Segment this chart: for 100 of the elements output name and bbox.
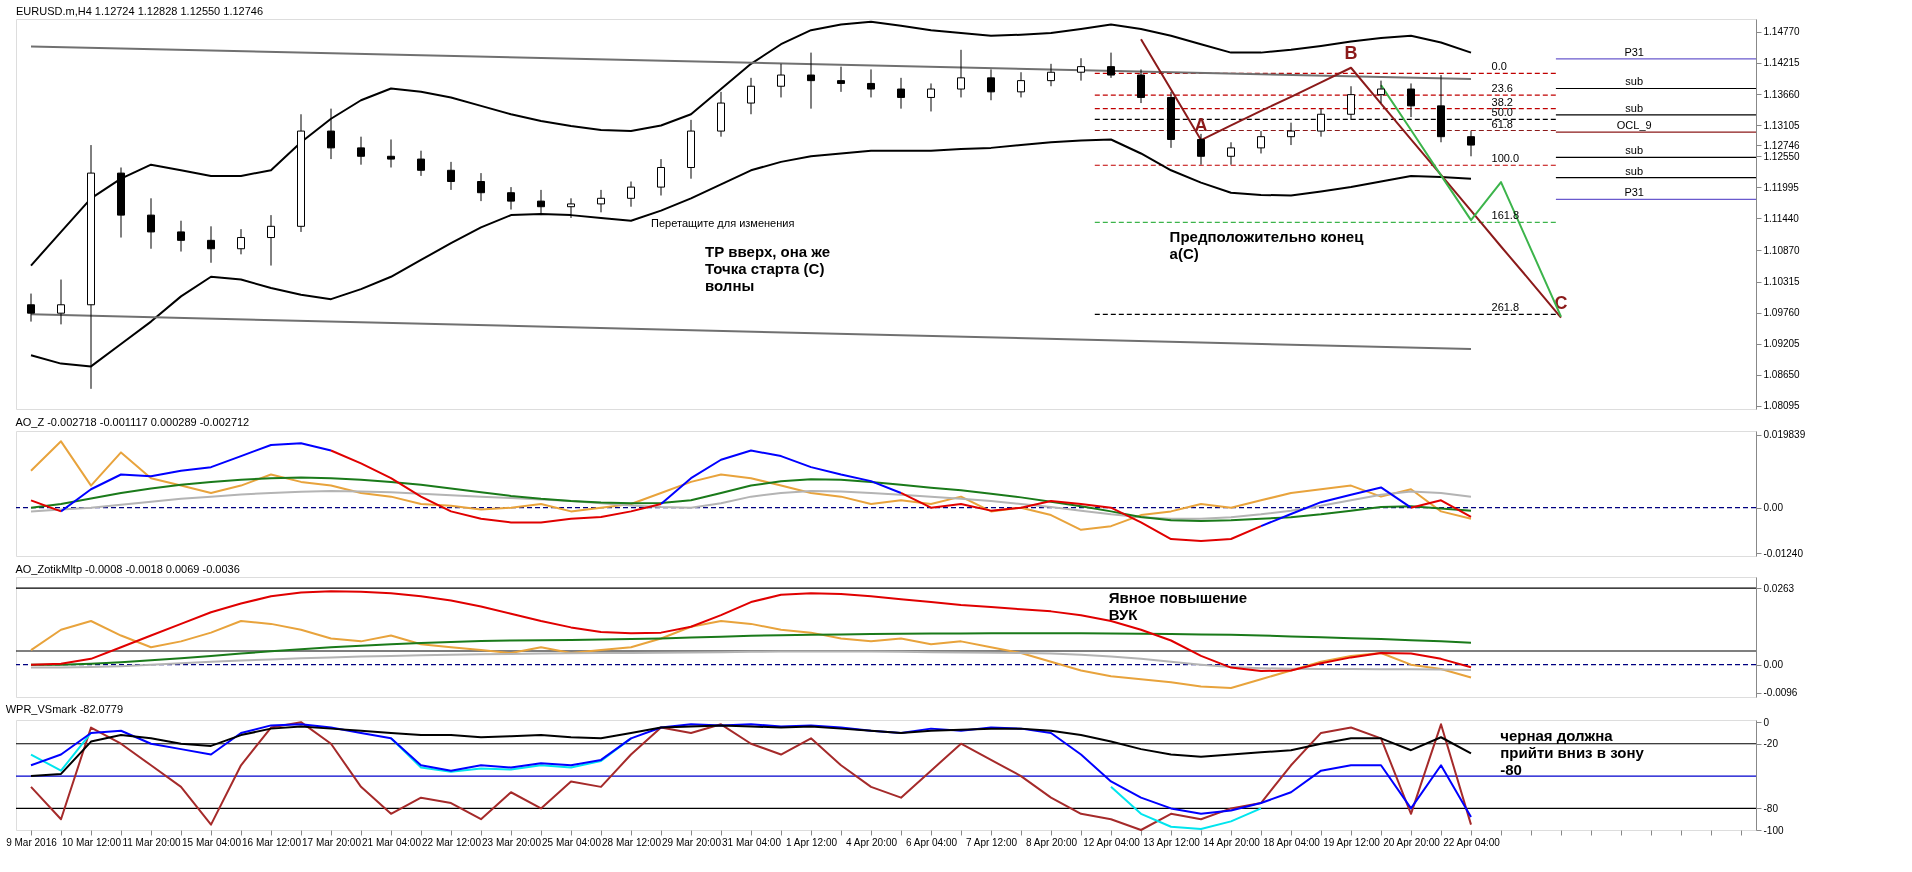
x-tick-label: 21 Mar 04:00 [362, 836, 422, 848]
x-tick-label: 18 Apr 04:00 [1263, 836, 1321, 848]
x-tick-label: 31 Mar 04:00 [722, 836, 782, 848]
x-tick-label: 15 Mar 04:00 [182, 836, 242, 848]
x-tick-label: 23 Mar 20:00 [482, 836, 542, 848]
ref-line-label: P31 [1624, 186, 1644, 199]
y-tick-label: 1.09205 [1763, 338, 1801, 350]
candlestick [1107, 52, 1115, 79]
y-tick-label: 0.0263 [1763, 582, 1795, 594]
y-tick-label: 1.10870 [1763, 244, 1801, 256]
line-series [30, 619, 1472, 689]
x-tick-label: 6 Apr 04:00 [905, 836, 958, 848]
y-tick-label: -100 [1763, 824, 1784, 836]
annotation: Предположительно конец a(C) [1169, 227, 1365, 262]
x-tick-label: 14 Apr 20:00 [1203, 836, 1261, 848]
candlestick [477, 172, 485, 202]
data-label: B [1344, 42, 1358, 63]
line-series [30, 590, 1472, 673]
candlestick [657, 158, 665, 197]
x-tick-label: 4 Apr 20:00 [845, 836, 898, 848]
y-tick-label: 1.11440 [1763, 212, 1800, 224]
x-tick-label: 7 Apr 12:00 [965, 836, 1018, 848]
candlestick [807, 52, 815, 110]
candlestick [867, 68, 875, 98]
candlestick [237, 228, 245, 255]
data-label: C [1554, 292, 1568, 313]
y-tick-label: -80 [1763, 802, 1779, 814]
y-tick-label: -0.0096 [1763, 687, 1798, 699]
candlestick [507, 186, 515, 211]
data-label: A [1194, 115, 1208, 136]
chart-title: AO_ZotikMltp -0.0008 -0.0018 0.0069 -0.0036 [15, 563, 240, 575]
ref-line-label: sub [1625, 75, 1644, 88]
annotation: 100.0 [1491, 152, 1520, 165]
x-tick-label: 12 Apr 04:00 [1083, 836, 1141, 848]
x-tick-label: 10 Mar 12:00 [62, 836, 122, 848]
line-series [30, 476, 1472, 522]
candlestick [1137, 68, 1145, 104]
candlestick [897, 77, 905, 110]
annotation: черная должна прийти вниз в зону -80 [1500, 726, 1645, 778]
chart-title: AO_Z -0.002718 -0.001117 0.000289 -0.002712 [15, 415, 250, 428]
candlestick [447, 161, 455, 191]
candlestick [1407, 82, 1415, 118]
x-tick-label: 29 Mar 20:00 [662, 836, 722, 848]
ref-line-label: sub [1625, 164, 1644, 177]
candlestick [27, 293, 35, 323]
candlestick [147, 197, 155, 250]
annotation: 23.6 [1491, 82, 1513, 95]
candlestick [1257, 130, 1265, 154]
x-tick-label: 1 Apr 12:00 [785, 836, 838, 848]
ref-line-label: P31 [1624, 45, 1644, 58]
x-tick-label: 11 Mar 20:00 [122, 836, 182, 848]
y-tick-label: 1.11995 [1763, 181, 1800, 193]
x-tick-label: 13 Apr 12:00 [1143, 836, 1201, 848]
x-tick-label: 22 Mar 12:00 [422, 836, 482, 848]
candlestick [1467, 130, 1475, 157]
candlestick [957, 49, 965, 98]
candlestick [627, 181, 635, 208]
candlestick [537, 189, 545, 216]
annotation: 50.0 [1491, 106, 1513, 119]
candlestick [207, 225, 215, 264]
y-tick-label: 1.12746 [1763, 139, 1801, 151]
annotation: Перетащите для изменения [651, 216, 795, 229]
line-series [30, 650, 1472, 671]
y-tick-label: 1.14215 [1763, 57, 1801, 69]
y-tick-label: 1.13105 [1763, 119, 1801, 131]
x-tick-label: 25 Mar 04:00 [542, 836, 602, 848]
candlestick [417, 150, 425, 177]
x-tick-label: 19 Apr 12:00 [1323, 836, 1381, 848]
candlestick [927, 82, 935, 112]
candlestick [567, 197, 575, 219]
annotation: 61.8 [1491, 117, 1513, 130]
y-tick-label: -0.01240 [1763, 547, 1804, 559]
candlestick [1377, 80, 1385, 104]
y-tick-label: 0 [1763, 716, 1770, 728]
annotation: 0.0 [1491, 60, 1507, 73]
line-series [30, 490, 1472, 520]
candlestick [327, 108, 335, 160]
candlestick [777, 63, 785, 98]
y-tick-label: 1.10315 [1763, 276, 1801, 288]
candlestick [57, 279, 65, 325]
x-tick-label: 28 Mar 12:00 [602, 836, 662, 848]
annotation: Явное повышение ВУК [1108, 589, 1248, 624]
x-tick-label: 17 Mar 20:00 [302, 836, 362, 848]
candlestick [357, 136, 365, 166]
x-tick-label: 9 Mar 2016 [6, 836, 58, 848]
annotation: 38.2 [1491, 95, 1513, 108]
candlestick [1077, 57, 1085, 82]
x-tick-label: 16 Mar 12:00 [242, 836, 302, 848]
candlestick [597, 189, 605, 213]
ref-line-label: sub [1625, 144, 1644, 157]
candlestick [1227, 141, 1235, 166]
ref-line-label: sub [1625, 101, 1644, 114]
annotation: 261.8 [1491, 301, 1520, 314]
chart-title: EURUSD.m,H4 1.12724 1.12828 1.12550 1.12746 [16, 5, 264, 17]
candlestick [837, 66, 845, 93]
candlestick [1197, 133, 1205, 166]
candlestick [267, 214, 275, 267]
y-tick-label: 1.08095 [1763, 400, 1801, 412]
candlestick [747, 77, 755, 115]
candlestick [177, 220, 185, 253]
